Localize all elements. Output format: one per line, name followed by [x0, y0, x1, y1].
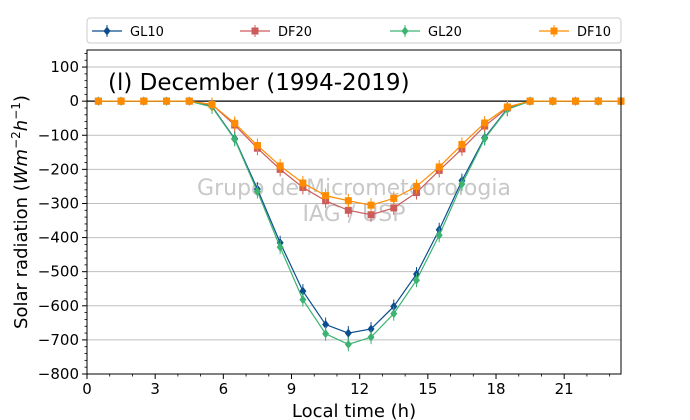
y-axis: −800 −700 −600 −500 −400 −300 −200 −100 0 100	[38, 53, 87, 383]
x-axis: 0 3 6 9 12 15 18 21	[82, 374, 611, 398]
x-tick-label: 9	[287, 380, 297, 398]
y-tick-label: 0	[69, 92, 79, 110]
data-point	[412, 275, 420, 285]
x-tick-label: 3	[150, 380, 160, 398]
data-point	[367, 201, 375, 209]
x-tick-label: 6	[219, 380, 229, 398]
data-point	[322, 329, 330, 339]
data-point	[231, 134, 239, 144]
data-point	[344, 328, 352, 338]
data-point	[253, 187, 261, 197]
x-tick-label: 18	[486, 380, 505, 398]
series-line	[98, 100, 621, 206]
y-tick-label: −800	[38, 365, 79, 383]
y-tick-label: −200	[38, 160, 79, 178]
data-point	[344, 339, 352, 349]
data-point	[276, 162, 284, 170]
data-point	[344, 197, 352, 205]
legend-marker	[550, 27, 558, 35]
legend-entry-gl10: GL10	[92, 25, 164, 40]
data-point	[390, 194, 398, 202]
legend-entry-df20: DF20	[240, 25, 312, 40]
data-point	[185, 97, 193, 105]
x-axis-label: Local time (h)	[292, 401, 416, 420]
y-tick-label: −700	[38, 331, 79, 349]
data-point	[231, 119, 239, 127]
y-tick-label: 100	[50, 58, 79, 76]
y-tick-label: −500	[38, 263, 79, 281]
plot-area: Grupo de Micrometeorologia IAG / USP (l)…	[86, 49, 625, 375]
data-point	[344, 206, 352, 214]
legend-marker	[251, 27, 259, 35]
data-point	[117, 97, 125, 105]
watermark-line2: IAG / USP	[303, 202, 406, 227]
data-point	[276, 242, 284, 252]
y-axis-label-unit: Wm	[11, 149, 32, 184]
data-point	[481, 119, 489, 127]
legend-label: DF10	[577, 25, 611, 40]
data-point	[435, 230, 443, 240]
y-tick-label: −300	[38, 194, 79, 212]
data-point	[163, 97, 171, 105]
y-tick-label: −100	[38, 126, 79, 144]
y-axis-label: Solar radiation (Wm−2h−1)	[9, 95, 32, 329]
y-tick-label: −400	[38, 229, 79, 247]
x-tick-label: 15	[418, 380, 437, 398]
data-point	[503, 103, 511, 111]
y-axis-label-close: )	[11, 95, 32, 102]
legend: GL10 DF20 GL20 DF10	[86, 17, 622, 44]
legend-label: GL20	[428, 25, 462, 40]
y-axis-label-main: Solar radiation (	[11, 184, 32, 329]
data-point	[594, 97, 602, 105]
data-point	[390, 204, 398, 212]
legend-entry-df10: DF10	[539, 25, 611, 40]
data-point	[299, 179, 307, 187]
legend-frame	[86, 17, 622, 44]
data-point	[367, 211, 375, 219]
data-point	[572, 97, 580, 105]
data-point	[390, 309, 398, 319]
data-point	[390, 301, 398, 311]
data-point	[322, 192, 330, 200]
legend-marker	[103, 26, 111, 36]
data-point	[253, 141, 261, 149]
data-point	[549, 97, 557, 105]
x-tick-label: 21	[555, 380, 574, 398]
data-point	[367, 332, 375, 342]
legend-label: GL10	[130, 25, 164, 40]
data-point	[94, 97, 102, 105]
data-point	[412, 182, 420, 190]
data-point	[367, 324, 375, 334]
y-axis-label-h: h	[11, 120, 32, 131]
chart-title: (l) December (1994-2019)	[108, 70, 410, 96]
data-point	[299, 286, 307, 296]
data-point	[526, 97, 534, 105]
legend-label: DF20	[278, 25, 312, 40]
x-tick-label: 0	[82, 380, 92, 398]
x-tick-label: 12	[350, 380, 369, 398]
y-axis-label-exp2: −1	[9, 102, 23, 120]
data-point	[322, 320, 330, 330]
plot-frame	[86, 49, 622, 375]
y-axis-label-exp1: −2	[9, 131, 23, 149]
legend-entry-gl20: GL20	[390, 25, 462, 40]
data-point	[435, 163, 443, 171]
data-point	[481, 134, 489, 144]
y-tick-label: −600	[38, 297, 79, 315]
data-point	[208, 101, 216, 109]
legend-marker	[401, 26, 409, 36]
data-point	[299, 295, 307, 305]
data-point	[458, 179, 466, 189]
data-point	[140, 97, 148, 105]
data-point	[458, 140, 466, 148]
series-group	[94, 96, 625, 352]
